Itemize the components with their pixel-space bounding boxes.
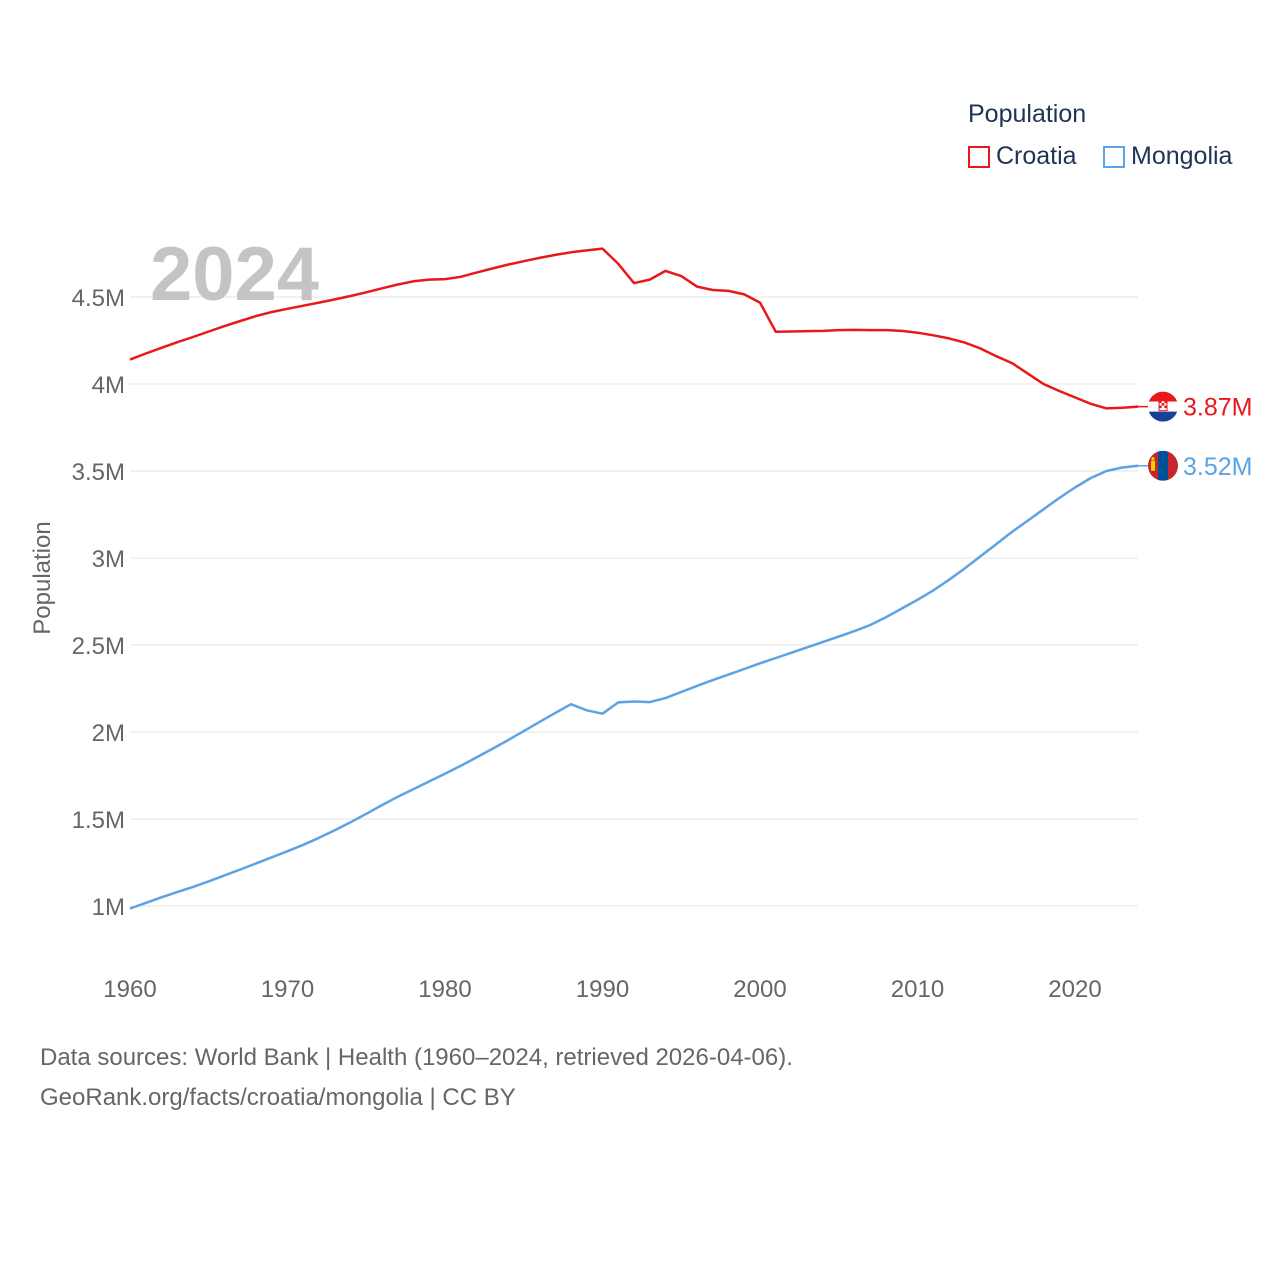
y-tick-label: 1M bbox=[92, 894, 125, 921]
x-axis-tick-labels: 1960 1970 1980 1990 2000 2010 2020 bbox=[103, 976, 1101, 1003]
mongolia-flag-icon bbox=[1148, 450, 1178, 481]
gridlines bbox=[130, 296, 1138, 907]
y-tick-label: 4.5M bbox=[72, 285, 125, 312]
y-tick-label: 2.5M bbox=[72, 633, 125, 660]
legend-item-mongolia[interactable]: Mongolia bbox=[1103, 142, 1232, 171]
x-tick-label: 2010 bbox=[891, 976, 944, 1003]
series-lines bbox=[129, 247, 1150, 910]
x-tick-label: 1990 bbox=[576, 976, 629, 1003]
legend-swatch-croatia bbox=[968, 145, 990, 168]
legend-title: Population bbox=[968, 100, 1087, 128]
y-tick-label: 3M bbox=[92, 546, 125, 573]
legend-item-croatia[interactable]: Croatia bbox=[968, 142, 1077, 171]
y-tick-label: 4M bbox=[92, 372, 125, 399]
x-tick-label: 1980 bbox=[418, 976, 471, 1003]
x-tick-label: 2000 bbox=[733, 976, 786, 1003]
x-tick-label: 1970 bbox=[261, 976, 314, 1003]
y-tick-label: 3.5M bbox=[72, 459, 125, 486]
year-watermark: 2024 bbox=[150, 232, 319, 317]
legend-label-croatia: Croatia bbox=[996, 142, 1077, 170]
x-tick-label: 2020 bbox=[1048, 976, 1101, 1003]
series-line-mongolia bbox=[129, 464, 1139, 910]
source-link[interactable]: GeoRank.org/facts/croatia/mongolia | CC … bbox=[40, 1084, 516, 1111]
source-note: Data sources: World Bank | Health (1960–… bbox=[40, 1044, 793, 1071]
legend-swatch-mongolia bbox=[1103, 145, 1125, 168]
y-tick-label: 1.5M bbox=[72, 807, 125, 834]
y-axis-tick-labels: 1M 1.5M 2M 2.5M 3M 3.5M 4M 4.5M bbox=[72, 285, 125, 921]
end-markers bbox=[1148, 391, 1178, 481]
y-tick-label: 2M bbox=[92, 720, 125, 747]
croatia-end-label: 3.87M bbox=[1183, 394, 1252, 422]
y-axis-title: Population bbox=[29, 521, 56, 634]
croatia-flag-icon bbox=[1148, 391, 1178, 422]
mongolia-end-label: 3.52M bbox=[1183, 453, 1252, 481]
legend-label-mongolia: Mongolia bbox=[1131, 142, 1233, 170]
series-line-croatia bbox=[129, 247, 1139, 410]
x-tick-label: 1960 bbox=[103, 976, 156, 1003]
